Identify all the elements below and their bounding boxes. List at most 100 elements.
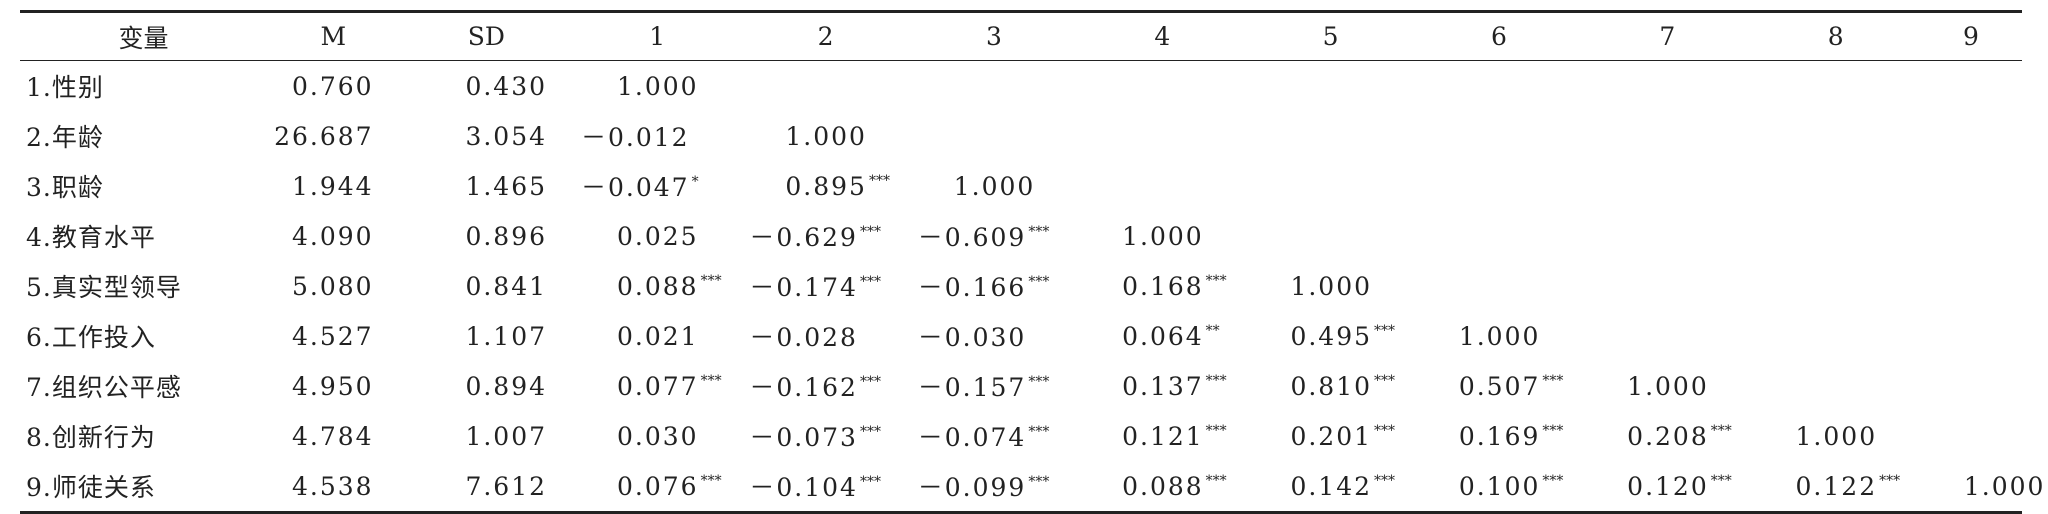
correlation-cell: 0.495 *** (1246, 311, 1414, 361)
variable-label: 9.师徒关系 (26, 473, 156, 502)
correlation-cell (1246, 161, 1414, 211)
correlation-cell (1920, 311, 2022, 361)
variable-label: 7.组织公平感 (26, 373, 182, 402)
correlation-cell (1078, 111, 1246, 161)
correlation-cell: 1.000 (1752, 411, 1920, 461)
correlation-value: －0.099 (917, 473, 1027, 502)
correlation-cell: 0.208 *** (1583, 411, 1751, 461)
correlation-cell (1078, 161, 1246, 211)
sd-cell: 0.841 (465, 271, 548, 301)
correlation-cell (1752, 311, 1920, 361)
correlation-value: 0.021 (617, 321, 699, 351)
correlation-cell (1583, 211, 1751, 261)
header-cell: 7 (1659, 22, 1676, 51)
significance-stars: *** (1710, 422, 1732, 439)
correlation-value: 0.088 (1122, 471, 1204, 501)
header-cell: SD (467, 22, 505, 51)
correlation-value: 0.025 (617, 221, 699, 251)
correlation-value: －0.162 (749, 373, 858, 402)
correlation-value: 0.121 (1122, 421, 1204, 451)
correlation-cell: －0.629 *** (741, 211, 909, 261)
correlation-cell: 0.100 *** (1415, 461, 1583, 513)
variable-label: 4.教育水平 (26, 223, 156, 252)
correlation-cell: 1.000 (573, 61, 741, 112)
mean-cell: 1.944 (291, 171, 374, 201)
correlation-cell: 1.000 (741, 111, 909, 161)
header-cell: 变量 (118, 23, 169, 53)
table-row: 4.教育水平 4.090 0.896 0.025 －0.629 *** －0.609 *** 1… (20, 211, 2022, 261)
sd-cell: 1.007 (465, 421, 548, 451)
correlation-cell: 0.121 *** (1078, 411, 1246, 461)
variable-label: 3.职龄 (26, 173, 104, 202)
correlation-cell: 0.169 *** (1415, 411, 1583, 461)
correlation-cell: －0.012 (573, 111, 741, 161)
correlation-cell (1583, 161, 1751, 211)
correlation-cell: 1.000 (1583, 361, 1751, 411)
correlation-cell (1078, 61, 1246, 112)
correlation-value: 0.810 (1290, 371, 1373, 401)
correlation-value: 0.077 (617, 371, 699, 401)
significance-stars: *** (859, 424, 881, 440)
correlation-cell: 0.064 ** (1078, 311, 1246, 361)
correlation-value: －0.166 (917, 273, 1027, 302)
correlation-value: 0.895 (785, 171, 867, 201)
correlation-cell: 0.122 *** (1752, 461, 1920, 513)
significance-stars: *** (1542, 422, 1564, 439)
correlation-cell: 1.000 (1920, 461, 2044, 513)
correlation-value: 0.122 (1795, 471, 1878, 501)
significance-stars: *** (1374, 322, 1396, 339)
correlation-value: 0.495 (1290, 321, 1373, 351)
significance-stars: *** (1710, 472, 1732, 489)
mean-cell: 0.760 (291, 71, 374, 101)
variable-label: 1.性别 (26, 73, 104, 102)
correlation-cell: 0.142 *** (1246, 461, 1414, 513)
mean-cell: 4.950 (291, 371, 374, 401)
correlation-value: 1.000 (617, 71, 699, 101)
correlation-value: 1.000 (1963, 471, 2046, 501)
correlation-cell: －0.047 * (573, 161, 741, 211)
correlation-cell (1583, 111, 1751, 161)
correlation-value: 0.168 (1122, 271, 1204, 301)
correlation-cell: －0.157 *** (910, 361, 1078, 411)
correlation-value: 0.142 (1290, 471, 1373, 501)
correlation-value: 1.000 (1458, 321, 1541, 351)
correlation-cell: 0.077 *** (573, 361, 741, 411)
significance-stars: *** (1205, 272, 1227, 289)
correlation-cell: 0.030 (573, 411, 741, 461)
mean-cell: 26.687 (274, 121, 374, 151)
mean-cell: 4.784 (291, 421, 374, 451)
correlation-cell: －0.028 (741, 311, 909, 361)
correlation-cell: 1.000 (1078, 211, 1246, 261)
header-cell: 3 (985, 22, 1002, 51)
sd-cell: 0.896 (465, 221, 548, 251)
correlation-cell (1920, 261, 2022, 311)
correlation-value: 0.201 (1290, 421, 1373, 451)
correlation-value: －0.073 (749, 423, 858, 452)
correlation-cell: 1.000 (910, 161, 1078, 211)
correlation-value: －0.012 (581, 123, 690, 152)
significance-stars: *** (1028, 374, 1050, 390)
correlation-cell (1752, 111, 1920, 161)
significance-stars: *** (1542, 472, 1564, 489)
correlation-cell (1246, 111, 1414, 161)
correlation-cell: －0.030 (910, 311, 1078, 361)
correlation-value: 1.000 (953, 171, 1036, 201)
sd-cell: 3.054 (465, 121, 548, 151)
correlation-value: 0.169 (1458, 421, 1541, 451)
correlation-value: 0.030 (617, 421, 699, 451)
correlation-value: 0.120 (1627, 471, 1709, 501)
correlation-cell (1752, 361, 1920, 411)
significance-stars: *** (859, 474, 881, 490)
correlation-cell (1415, 61, 1583, 112)
significance-stars: *** (859, 374, 881, 390)
header-cell: 2 (817, 22, 834, 51)
correlation-cell (1415, 161, 1583, 211)
correlation-cell: －0.074 *** (910, 411, 1078, 461)
correlation-value: 0.076 (617, 471, 699, 501)
correlation-cell: －0.166 *** (910, 261, 1078, 311)
correlation-cell (1920, 111, 2022, 161)
correlation-cell (1920, 161, 2022, 211)
correlation-cell: 0.201 *** (1246, 411, 1414, 461)
correlation-cell: －0.099 *** (910, 461, 1078, 513)
correlation-cell: 0.088 *** (1078, 461, 1246, 513)
